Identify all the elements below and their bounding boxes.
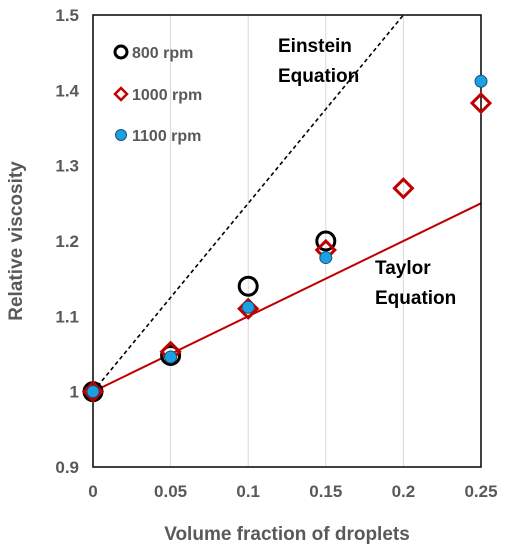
point-1000-rpm-4 [392, 177, 415, 200]
legend-label-1000-rpm: 1000 rpm [132, 87, 202, 104]
legend: 800 rpm 1000 rpm 1100 rpm [113, 44, 202, 145]
point-800-rpm-1 [160, 345, 182, 367]
y-tick-label: 1.3 [55, 157, 79, 176]
legend-marker-1000-rpm [113, 86, 129, 102]
model-lines [92, 14, 482, 393]
legend-label-800-rpm: 800 rpm [132, 45, 193, 62]
point-1000-rpm-0 [81, 380, 105, 403]
einstein-equation-line [92, 14, 405, 393]
einstein-label-line-1: Equation [278, 66, 359, 87]
einstein-label-line-0: Einstein [278, 36, 352, 57]
x-tick-label: 0.05 [154, 482, 187, 501]
taylor-label-line-1: Equation [375, 288, 456, 309]
point-1100-rpm-4 [474, 74, 488, 88]
taylor-label-line-0: Taylor [375, 258, 431, 279]
taylor-equation-line [92, 202, 482, 393]
y-axis-title: Relative viscosity [6, 161, 27, 321]
point-1000-rpm-5 [469, 92, 493, 115]
point-1100-rpm-3 [319, 251, 333, 265]
y-tick-label: 1.5 [55, 6, 79, 25]
y-tick-label: 1 [70, 383, 79, 402]
point-1100-rpm-2 [241, 300, 255, 314]
x-tick-label: 0.1 [236, 482, 260, 501]
legend-marker-1100-rpm [115, 129, 127, 141]
x-tick-label: 0.15 [309, 482, 342, 501]
axes [92, 14, 482, 468]
line-annotations: Einstein Equation Taylor Equation [278, 36, 456, 309]
point-1100-rpm-1 [164, 350, 178, 364]
x-tick-label: 0.2 [392, 482, 416, 501]
point-1100-rpm-0 [86, 385, 100, 399]
x-axis-title: Volume fraction of droplets [164, 524, 410, 545]
data-points [81, 74, 493, 403]
y-tick-label: 0.9 [55, 458, 79, 477]
x-tick-label: 0 [88, 482, 97, 501]
point-800-rpm-2 [237, 275, 259, 297]
plot-area-frame [92, 14, 482, 468]
legend-marker-800-rpm [113, 44, 129, 60]
legend-label-1100-rpm: 1100 rpm [132, 128, 201, 145]
y-tick-label: 1.1 [55, 307, 79, 326]
x-tick-label: 0.25 [464, 482, 497, 501]
tick-labels: 0 0.05 0.1 0.15 0.2 0.25 0.9 1 1.1 1.2 1.3 1.4 1.5 [55, 6, 497, 501]
y-tick-label: 1.2 [55, 232, 79, 251]
point-800-rpm-3 [315, 230, 337, 252]
series-1100-rpm [86, 74, 488, 399]
series-800-rpm [82, 230, 337, 403]
y-tick-label: 1.4 [55, 81, 79, 100]
